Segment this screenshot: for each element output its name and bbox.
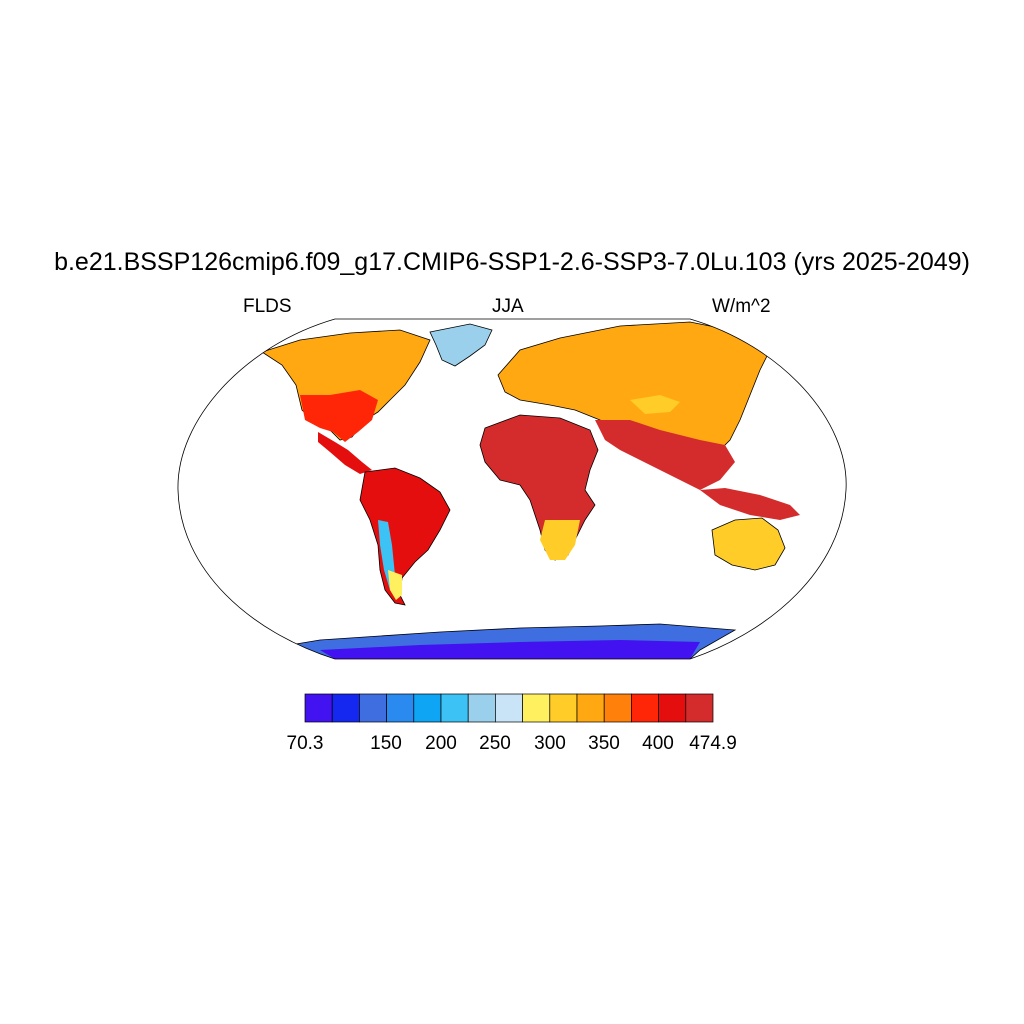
central-america [318, 432, 372, 474]
antarctica-interior [320, 640, 700, 659]
units-label: W/m^2 [712, 296, 771, 317]
colorbar-swatch [685, 693, 714, 723]
south-america [359, 467, 451, 606]
season-label: JJA [492, 296, 524, 317]
colorbar-swatch [603, 693, 632, 723]
colorbar-tick-label: 474.9 [689, 733, 737, 754]
colorbar-tick-label: 250 [479, 733, 511, 754]
colorbar-tick-label: 350 [588, 733, 620, 754]
colorbar-swatch [386, 693, 415, 723]
colorbar [304, 693, 714, 723]
australia [711, 517, 786, 571]
colorbar-swatch [304, 693, 333, 723]
colorbar-tick-label: 400 [642, 733, 674, 754]
colorbar-swatch [331, 693, 360, 723]
colorbar-swatch [576, 693, 605, 723]
greenland [429, 323, 493, 367]
africa [479, 414, 599, 561]
variable-label: FLDS [243, 296, 292, 317]
plot-title: b.e21.BSSP126cmip6.f09_g17.CMIP6-SSP1-2.… [54, 248, 970, 276]
land-fields [261, 321, 800, 659]
globe-outline [177, 318, 847, 660]
colorbar-swatch [549, 693, 578, 723]
colorbar-swatch [440, 693, 469, 723]
colorbar-swatch [359, 693, 387, 723]
patagonia [388, 570, 402, 600]
indonesia [700, 488, 800, 520]
south-asia [595, 420, 735, 490]
colorbar-swatch [658, 693, 687, 723]
colorbar-swatch [467, 693, 496, 723]
colorbar-swatch [413, 693, 442, 723]
colorbar-tick-label: 70.3 [286, 733, 324, 754]
colorbar-tick-label: 300 [534, 733, 566, 754]
southern-africa [540, 520, 580, 560]
colorbar-swatch [631, 693, 659, 723]
north-america-south [300, 390, 378, 442]
tibet-cool [630, 395, 680, 414]
colorbar-swatch [495, 693, 523, 723]
colorbar-tick-label: 150 [370, 733, 402, 754]
colorbar-tick-label: 200 [425, 733, 457, 754]
colorbar-swatch [522, 693, 551, 723]
